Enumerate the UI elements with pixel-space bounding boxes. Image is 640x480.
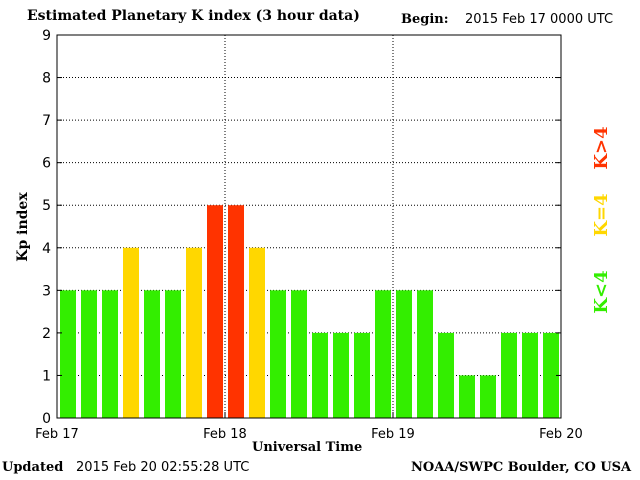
y-tick-label: 1 <box>42 368 51 384</box>
plot-frame <box>56 34 562 419</box>
bar <box>228 205 244 418</box>
bar <box>501 332 517 418</box>
bar <box>354 332 370 418</box>
bar <box>480 375 496 418</box>
bar <box>333 332 349 418</box>
x-tick-label: Feb 19 <box>371 427 415 442</box>
x-tick-label: Feb 20 <box>539 427 583 442</box>
y-tick-label: 4 <box>42 241 51 257</box>
credit-text: NOAA/SWPC Boulder, CO USA <box>411 460 632 475</box>
bar <box>144 290 160 418</box>
chart-title: Estimated Planetary K index (3 hour data… <box>27 8 360 24</box>
legend-k-equal-4: K=4 <box>591 193 612 237</box>
y-tick-label: 0 <box>42 411 51 427</box>
bar <box>543 332 559 418</box>
updated-label: Updated <box>2 460 64 475</box>
legend-k-less-4: K<4 <box>591 270 612 314</box>
bar <box>123 247 139 418</box>
x-axis-label: Universal Time <box>252 440 363 455</box>
bar <box>438 332 454 418</box>
begin-label: Begin: <box>401 12 449 27</box>
bar <box>312 332 328 418</box>
y-tick-label: 5 <box>42 198 51 214</box>
y-tick-label: 8 <box>42 71 51 87</box>
x-tick-label: Feb 18 <box>203 427 247 442</box>
y-tick-label: 6 <box>42 156 51 172</box>
bar <box>249 247 265 418</box>
bar <box>396 290 412 418</box>
bar <box>270 290 286 418</box>
bar <box>375 290 391 418</box>
bar <box>81 290 97 418</box>
bar <box>207 205 223 418</box>
y-tick-label: 2 <box>42 326 51 342</box>
bar <box>60 290 76 418</box>
bar <box>459 375 475 418</box>
bar <box>165 290 181 418</box>
y-tick-label: 3 <box>42 283 51 299</box>
y-tick-label: 9 <box>42 28 51 44</box>
x-tick-label: Feb 17 <box>35 427 79 442</box>
bar <box>102 290 118 418</box>
begin-value: 2015 Feb 17 0000 UTC <box>465 12 614 27</box>
bar <box>186 247 202 418</box>
bar <box>417 290 433 418</box>
bar <box>522 332 538 418</box>
y-tick-label: 7 <box>42 113 51 129</box>
y-axis-label: Kp index <box>15 192 31 262</box>
updated-value: 2015 Feb 20 02:55:28 UTC <box>76 460 250 475</box>
bar <box>291 290 307 418</box>
